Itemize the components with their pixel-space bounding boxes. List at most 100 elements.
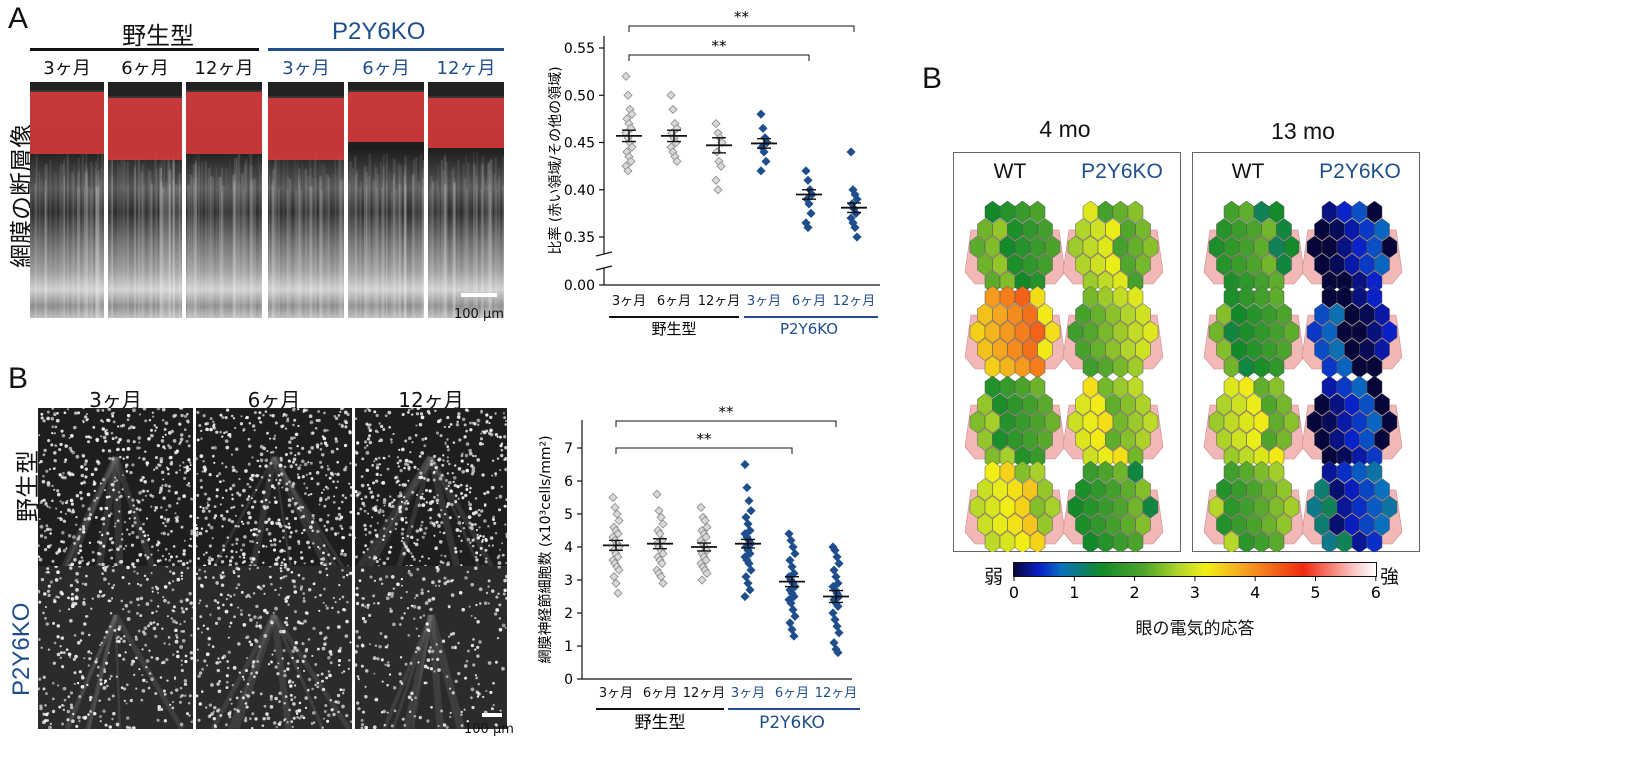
rgc-cell: [95, 658, 98, 661]
rgc-cell: [156, 540, 160, 543]
rgc-cell: [442, 723, 447, 727]
rgc-cell: [364, 669, 369, 673]
rgc-cell: [308, 414, 313, 419]
rgc-cell: [392, 432, 395, 436]
rgc-cell: [221, 656, 225, 660]
hex-map: [1203, 200, 1305, 294]
rgc-cell: [305, 473, 308, 476]
rgc-cell: [317, 418, 321, 423]
rgc-cell: [135, 656, 138, 660]
rgc-cell: [90, 607, 93, 610]
rgc-cell: [419, 495, 424, 500]
rgc-cell: [387, 593, 390, 596]
rgc-cell: [262, 561, 265, 565]
rgc-cell: [492, 681, 495, 685]
rgc-cell: [161, 419, 165, 422]
rgc-cell: [278, 691, 282, 696]
rgc-cell: [274, 478, 278, 482]
rgc-cell: [283, 701, 286, 705]
rgc-cell: [339, 524, 343, 528]
rgc-cell: [179, 423, 182, 426]
rgc-cell: [166, 533, 170, 536]
rgc-cell: [318, 517, 323, 522]
rgc-cell: [275, 562, 279, 566]
rgc-cell: [98, 562, 101, 566]
oct-streak: [233, 181, 237, 318]
oct-streak: [417, 181, 421, 318]
rgc-cell: [304, 649, 308, 653]
rgc-cell: [339, 552, 344, 556]
oct-streak: [399, 165, 402, 318]
oct-streak: [84, 171, 88, 318]
rgc-cell: [185, 468, 189, 473]
x-tick-label: 3ヶ月: [599, 686, 633, 701]
rgc-cell: [326, 496, 331, 500]
rgc-cell: [147, 624, 150, 628]
rgc-cell: [143, 632, 147, 636]
colorbar: [1013, 562, 1377, 577]
rgc-cell: [386, 557, 390, 561]
rgc-cell: [293, 584, 297, 589]
rgc-cell: [410, 535, 414, 540]
rgc-cell: [432, 478, 436, 482]
rgc-cell: [296, 716, 299, 719]
rgc-cell: [449, 422, 453, 426]
rgc-cell: [323, 428, 327, 433]
rgc-cell: [187, 444, 191, 448]
rgc-cell: [429, 667, 434, 671]
rgc-cell: [301, 446, 305, 450]
rgc-cell: [383, 723, 387, 727]
rgc-cell: [461, 521, 465, 525]
rgc-texture: [355, 408, 507, 571]
oct-streak: [83, 173, 86, 318]
rgc-cell: [145, 602, 150, 606]
oct-streak: [201, 161, 203, 318]
rgc-cell: [424, 601, 429, 605]
data-point: [834, 628, 844, 638]
data-point: [746, 565, 756, 575]
rgc-cell: [263, 608, 267, 613]
rgc-cell: [243, 535, 247, 539]
rgc-cell: [125, 725, 130, 729]
data-point: [803, 175, 813, 185]
group-label-13mo: 13 mo: [1271, 118, 1335, 144]
rgc-cell: [382, 561, 387, 566]
rgc-vessel: [87, 614, 118, 729]
rgc-cell: [227, 433, 231, 437]
rgc-cell: [282, 558, 286, 561]
rgc-cell: [413, 465, 417, 469]
oct-streak: [298, 182, 301, 318]
rgc-cell: [322, 601, 325, 604]
oct-texture: [30, 82, 104, 318]
rgc-cell: [262, 717, 266, 721]
rgc-cell: [104, 679, 108, 683]
rgc-cell: [433, 454, 437, 458]
rgc-cell: [303, 562, 306, 565]
rgc-cell: [96, 408, 100, 413]
rgc-cell: [373, 602, 376, 605]
rgc-cell: [126, 617, 131, 621]
rgc-cell: [170, 530, 173, 533]
rgc-cell: [157, 591, 160, 594]
rgc-cell: [450, 593, 455, 598]
oct-streak: [462, 164, 465, 318]
oct-streak: [167, 158, 169, 318]
rgc-cell: [497, 592, 500, 596]
rgc-cell: [79, 639, 83, 642]
rgc-cell: [279, 458, 283, 462]
oct-streak: [381, 188, 383, 318]
rgc-cell: [102, 522, 106, 526]
rgc-cell: [461, 417, 466, 422]
oct-streak: [374, 167, 378, 318]
rgc-cell: [67, 608, 71, 611]
rgc-cell: [60, 476, 63, 479]
rgc-cell: [164, 421, 169, 425]
rgc-cell: [463, 664, 468, 668]
rgc-cell: [292, 579, 297, 584]
rgc-cell: [368, 434, 371, 438]
rgc-cell: [87, 516, 91, 521]
rgc-cell: [474, 566, 478, 570]
rgc-cell: [271, 450, 275, 454]
rgc-cell: [200, 527, 204, 530]
oct-streak: [33, 182, 37, 318]
